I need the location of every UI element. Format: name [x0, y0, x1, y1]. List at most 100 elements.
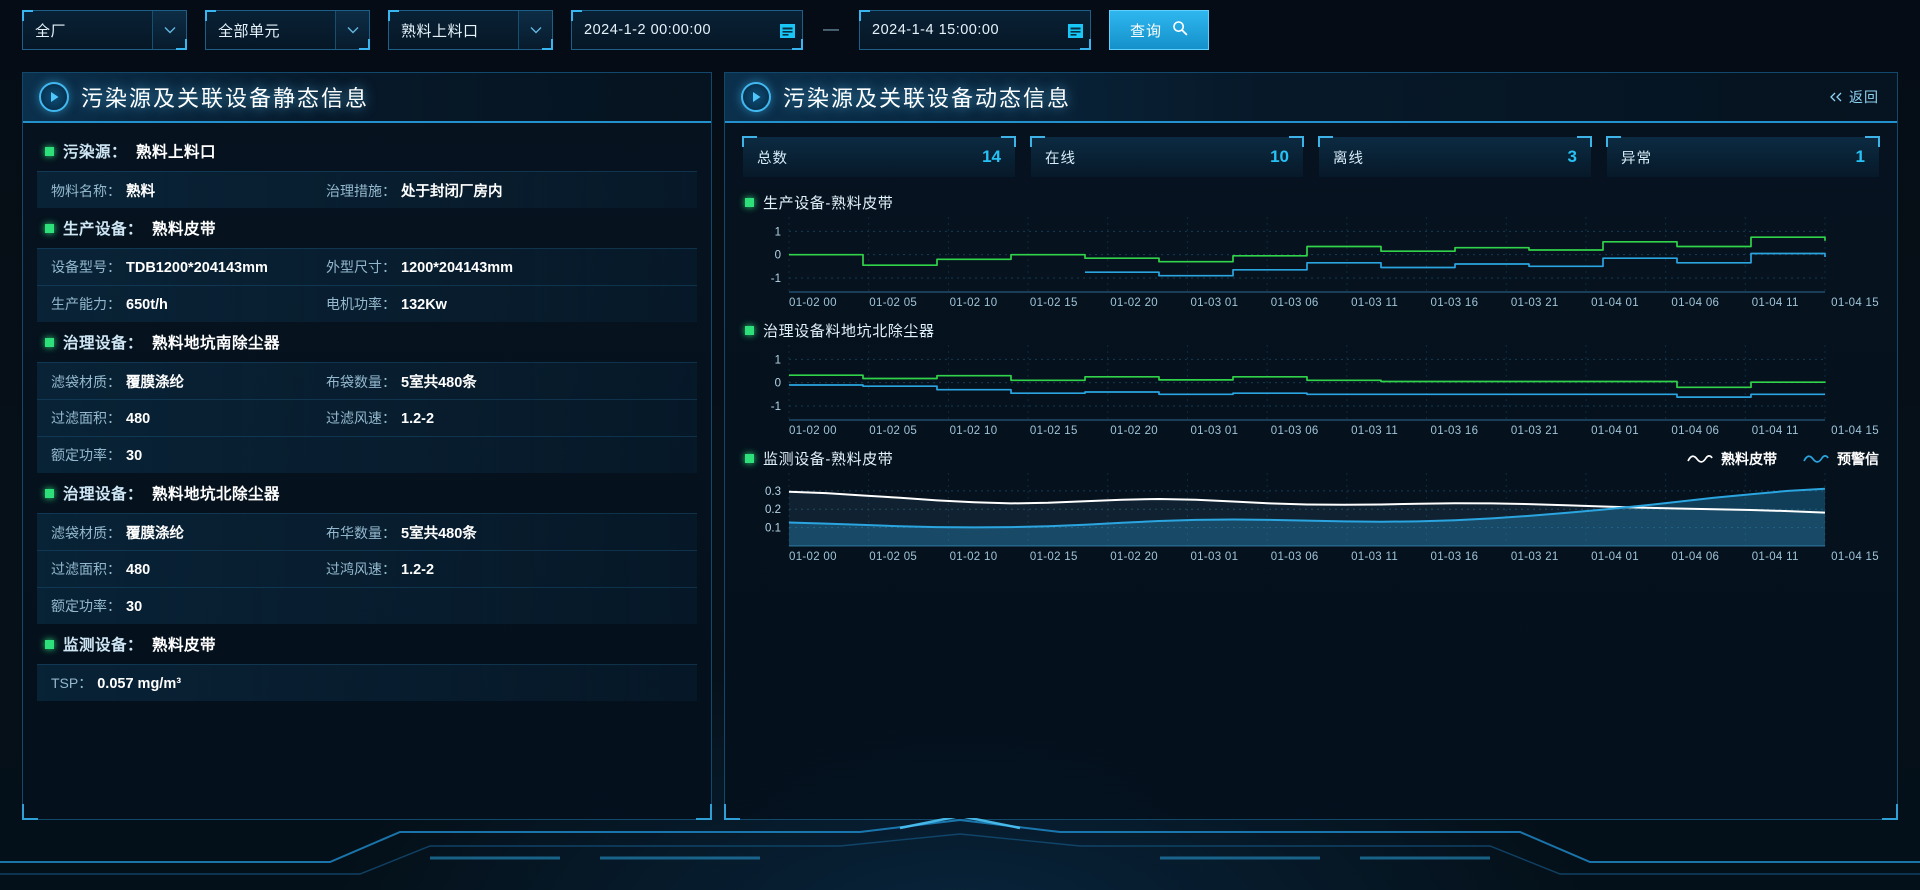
x-axis-tick-label: 01-02 10: [949, 297, 998, 309]
static-info-cell: 治理措施： 处于封闭厂房内: [326, 180, 503, 201]
status-square-icon: [45, 639, 54, 649]
status-square-icon: [45, 488, 54, 498]
chart-plot-area: 0.3 0.2 0.1: [743, 471, 1879, 549]
x-axis-tick-label: 01-04 15: [1831, 551, 1879, 563]
unit-select[interactable]: 全部单元: [205, 10, 370, 50]
chevron-down-icon[interactable]: [335, 11, 369, 49]
x-axis-tick-label: 01-02 05: [869, 297, 918, 309]
status-badge-value: 3: [1567, 147, 1577, 166]
x-axis-tick-label: 01-03 06: [1270, 425, 1319, 437]
x-axis-tick-label: 01-02 05: [869, 425, 918, 437]
x-axis-tick-label: 01-04 01: [1591, 551, 1639, 563]
field-label: 额定功率：: [51, 598, 121, 614]
x-axis-tick-label: 01-03 06: [1270, 297, 1319, 309]
field-label: 滤袋材质：: [51, 524, 121, 541]
plant-select-value: 全厂: [35, 22, 67, 40]
chart-title-row: 监测设备-熟料皮带 熟料皮带 预警信: [743, 441, 1879, 471]
static-info-cell: 额定功率： 30: [51, 596, 326, 616]
chart-dust-collector-north: 治理设备料地坑北除尘器 1 0 -1 01-02 00 01-02 05 01-02 10 0…: [725, 309, 1897, 437]
plant-select[interactable]: 全厂: [22, 10, 187, 50]
chart-series-line: [788, 490, 1826, 514]
chart-title: 治理设备料地坑北除尘器: [763, 323, 935, 340]
status-badge[interactable]: 总数 14: [742, 136, 1016, 177]
status-square-icon: [45, 337, 54, 347]
search-button-label: 查询: [1129, 22, 1162, 40]
field-label: 过鸿风速：: [326, 561, 396, 577]
legend-item[interactable]: 熟料皮带: [1687, 449, 1777, 469]
start-datetime-input[interactable]: 2024-1-2 00:00:00: [571, 10, 803, 50]
back-button[interactable]: 返回: [1829, 87, 1879, 107]
dynamic-info-panel-header: 污染源及关联设备动态信息 返回: [725, 73, 1897, 123]
x-axis-tick-label: 01-03 01: [1190, 551, 1239, 563]
x-axis-tick-label: 01-04 06: [1671, 425, 1720, 437]
status-badge-label: 总数: [757, 150, 788, 167]
status-badge-value: 10: [1270, 147, 1289, 166]
x-axis-tick-label: 01-03 21: [1510, 297, 1559, 309]
unit-select-value: 全部单元: [218, 22, 281, 40]
calendar-icon[interactable]: [1060, 11, 1090, 49]
static-info-cell: 过滤面积： 480: [51, 559, 326, 579]
field-value: 0.057 mg/m³: [97, 676, 182, 692]
field-value: 1.2-2: [401, 562, 435, 578]
static-info-cell: 过鸿风速： 1.2-2: [326, 559, 434, 579]
x-axis-tick-label: 01-03 01: [1190, 297, 1239, 309]
chevron-down-icon[interactable]: [152, 11, 186, 49]
group-value: 熟料皮带: [152, 221, 217, 238]
x-axis-tick-label: 01-03 11: [1351, 297, 1399, 309]
chart-series-line: [1085, 252, 1826, 277]
x-axis-tick-label: 01-03 16: [1430, 551, 1479, 563]
group-label: 治理设备：: [63, 335, 144, 352]
dynamic-info-panel: 污染源及关联设备动态信息 返回 总数 14 在线 10 离线 3 异常 1 生产设备-熟料皮带…: [724, 72, 1898, 820]
static-info-group-header: 治理设备： 熟料地坑北除尘器: [37, 473, 697, 513]
end-datetime-input[interactable]: 2024-1-4 15:00:00: [859, 10, 1091, 50]
calendar-icon[interactable]: [772, 11, 802, 49]
back-button-label: 返回: [1849, 89, 1879, 105]
x-axis-tick-label: 01-02 05: [869, 551, 918, 563]
field-value: 480: [126, 411, 151, 427]
x-axis-tick-label: 01-04 15: [1831, 425, 1879, 437]
chevron-down-icon[interactable]: [518, 11, 552, 49]
static-info-cell: 布华数量： 5室共480条: [326, 522, 477, 543]
svg-text:0: 0: [775, 250, 781, 262]
x-axis-tick-label: 01-04 11: [1751, 297, 1799, 309]
field-label: 额定功率：: [51, 447, 121, 463]
chart-x-axis-labels: 01-02 00 01-02 05 01-02 10 01-02 15 01-02 20…: [743, 549, 1879, 563]
device-status-stats: 总数 14 在线 10 离线 3 异常 1: [725, 123, 1897, 181]
svg-text:1: 1: [775, 354, 781, 366]
x-axis-tick-label: 01-03 01: [1190, 425, 1239, 437]
static-info-cell: 生产能力： 650t/h: [51, 294, 326, 314]
static-info-row: 滤袋材质： 覆膜涤纶 布华数量： 5室共480条: [37, 513, 697, 550]
static-info-cell: 过滤风速： 1.2-2: [326, 408, 434, 428]
chart-series-line: [788, 487, 1826, 529]
svg-text:0.3: 0.3: [765, 486, 781, 498]
x-axis-tick-label: 01-04 06: [1671, 551, 1720, 563]
chart-legend: 熟料皮带 预警信: [1687, 449, 1879, 469]
search-button[interactable]: 查询: [1109, 10, 1209, 50]
x-axis-tick-label: 01-02 00: [789, 425, 837, 437]
group-label: 治理设备：: [63, 486, 144, 503]
status-badge[interactable]: 在线 10: [1030, 136, 1304, 177]
legend-wave-icon: [1687, 454, 1713, 463]
static-info-row: 额定功率： 30: [37, 587, 697, 624]
bottom-decoration: [0, 818, 1920, 875]
field-value: 覆膜涤纶: [126, 525, 184, 542]
x-axis-tick-label: 01-04 11: [1751, 551, 1799, 563]
field-label: 物料名称：: [51, 182, 121, 199]
field-label: 过滤面积：: [51, 561, 121, 577]
x-axis-tick-label: 01-03 11: [1351, 425, 1399, 437]
status-badge[interactable]: 异常 1: [1606, 136, 1880, 177]
chart-series-line: [789, 236, 1826, 267]
group-value: 熟料地坑南除尘器: [152, 335, 281, 352]
date-range-separator: —: [823, 21, 839, 38]
status-badge-label: 异常: [1621, 150, 1652, 167]
status-square-icon: [745, 454, 754, 463]
pollution-source-select[interactable]: 熟料上料口: [388, 10, 553, 50]
legend-item[interactable]: 预警信: [1803, 449, 1879, 469]
static-info-cell: 过滤面积： 480: [51, 408, 326, 428]
static-info-group-header: 治理设备： 熟料地坑南除尘器: [37, 322, 697, 362]
chart-x-axis-labels: 01-02 00 01-02 05 01-02 10 01-02 15 01-02 20…: [743, 423, 1879, 437]
static-info-row: 过滤面积： 480 过滤风速： 1.2-2: [37, 399, 697, 436]
status-badge[interactable]: 离线 3: [1318, 136, 1592, 177]
chart-title-row: 生产设备-熟料皮带: [743, 185, 1879, 215]
pollution-source-select-value: 熟料上料口: [401, 22, 479, 40]
